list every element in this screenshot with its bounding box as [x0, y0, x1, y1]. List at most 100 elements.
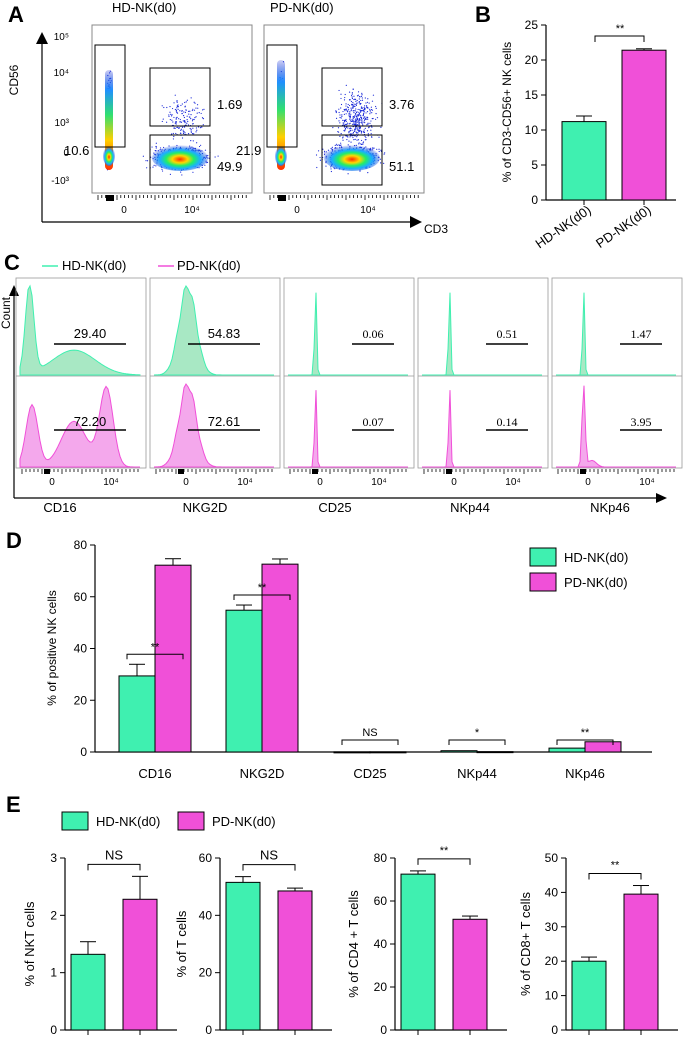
a-event-dot	[362, 142, 364, 144]
a-event-dot	[359, 126, 362, 128]
a-event-dot	[350, 100, 353, 103]
a-event-dot	[342, 136, 344, 138]
a-event-dot	[338, 111, 340, 114]
a-event-dot	[142, 155, 144, 157]
a-event-dot	[369, 109, 371, 112]
a-event-dot	[339, 114, 341, 116]
panel-b-bar-chart: B 0 5 10 15 20 25 % of CD3-CD56+ NK cells HD-NK…	[475, 2, 676, 251]
a-event-dot	[352, 105, 354, 107]
d-sig-label: **	[258, 582, 267, 594]
e-sig-label: NS	[260, 848, 278, 863]
a-event-dot	[340, 144, 342, 146]
c-marker-label-NKG2D: NKG2D	[183, 500, 228, 515]
a-event-dot	[365, 136, 367, 139]
c-x-tick-label: 10⁴	[237, 477, 252, 488]
a-event-dot	[352, 116, 354, 118]
d-bar-pd	[369, 751, 407, 754]
a-event-dot	[351, 97, 354, 100]
panel-label-e: E	[6, 792, 21, 817]
a-event-dot	[367, 106, 369, 109]
a-event-dot	[356, 129, 358, 131]
a-event-dot	[358, 117, 361, 120]
c-hist-frame	[283, 277, 415, 469]
a-event-dot	[335, 117, 338, 119]
a-event-dot	[367, 172, 369, 174]
c-ylabel: Count	[0, 296, 13, 329]
a-event-dot	[361, 94, 363, 96]
a-event-dot	[359, 109, 361, 111]
a-event-dot	[354, 110, 356, 112]
a-event-dot	[168, 115, 170, 117]
a-event-dot	[185, 109, 187, 111]
d-y-tick-label: 60	[74, 590, 88, 604]
d-bar-hd	[118, 675, 156, 753]
b-x-tick-label: HD-NK(d0)	[532, 202, 593, 251]
a-event-dot	[340, 93, 342, 95]
a-event-dot	[179, 121, 181, 123]
a-event-dot	[358, 112, 360, 115]
e-sig-bracket	[242, 864, 296, 871]
a-event-dot	[176, 100, 178, 102]
d-legend-swatch-pd	[529, 572, 557, 592]
b-y-tick-label: 10	[525, 123, 539, 137]
a-event-dot	[177, 108, 179, 110]
a-event-dot	[176, 107, 178, 109]
e-bar-hd	[400, 873, 436, 1031]
a-event-dot	[363, 117, 365, 119]
b-chart: 0 5 10 15 20 25 % of CD3-CD56+ NK cells HD-NK(d…	[500, 18, 676, 251]
a-event-dot	[361, 99, 364, 101]
d-x-tick-label: NKp46	[565, 766, 605, 781]
a-event-dot	[344, 96, 346, 99]
a-event-dot	[363, 131, 366, 134]
a-event-dot	[199, 127, 202, 129]
c-x-tick-label: 10⁴	[371, 477, 386, 488]
a-event-dot	[193, 109, 196, 111]
c-x-tick-label: 0	[451, 477, 457, 488]
a-event-dot	[347, 173, 349, 175]
e-y-tick-label: 2	[50, 908, 57, 922]
a-event-dot	[356, 116, 358, 118]
c-x-tick-label: 0	[49, 477, 55, 488]
c-hist-frame	[417, 277, 549, 469]
a-event-dot	[352, 119, 354, 121]
d-bar-hd	[440, 750, 478, 753]
a-event-dot	[362, 115, 364, 117]
a-event-dot	[360, 95, 363, 98]
a-event-dot	[193, 101, 195, 103]
e-bar-pd	[623, 893, 659, 1031]
c-percent-pd-NKp44: 0.14	[497, 415, 518, 429]
b-y-tick-label: 15	[525, 88, 539, 102]
e-sig-label: **	[440, 845, 449, 857]
a-event-dot	[346, 138, 348, 141]
a-event-dot	[369, 122, 371, 124]
a-event-dot	[176, 112, 179, 114]
a-y-ticks: 10⁵ 10⁴ 10³ 0 -10³	[51, 32, 69, 187]
c-rug-block	[312, 469, 318, 474]
a-event-dot	[181, 110, 183, 112]
a-event-dot	[358, 129, 360, 131]
a-event-dot	[371, 126, 373, 128]
a-event-dot	[214, 156, 216, 158]
d-bar-pd	[584, 741, 622, 753]
b-ylabel: % of CD3-CD56+ NK cells	[500, 42, 514, 182]
a-event-dot	[356, 99, 358, 102]
a-event-dot	[364, 107, 366, 110]
c-rug-block	[178, 469, 184, 474]
a-event-dot	[370, 106, 372, 108]
a-plot-pd: 21.9 3.76 51.1	[236, 24, 425, 201]
a-event-dot	[337, 127, 340, 129]
a-event-dot	[347, 109, 350, 111]
a-event-dot	[353, 130, 355, 132]
a-event-dot	[358, 102, 360, 104]
c-hist-frame	[15, 277, 147, 469]
a-event-dot	[183, 116, 186, 119]
a-event-dot	[353, 112, 355, 114]
a-event-dot	[145, 160, 147, 162]
a-event-dot	[181, 113, 183, 115]
a-event-dot	[170, 115, 173, 117]
a-event-dot	[363, 109, 365, 111]
c-x-tick-label: 0	[183, 477, 189, 488]
a-event-dot	[352, 101, 354, 104]
a-event-dot	[357, 94, 359, 96]
a-event-dot	[363, 111, 365, 113]
